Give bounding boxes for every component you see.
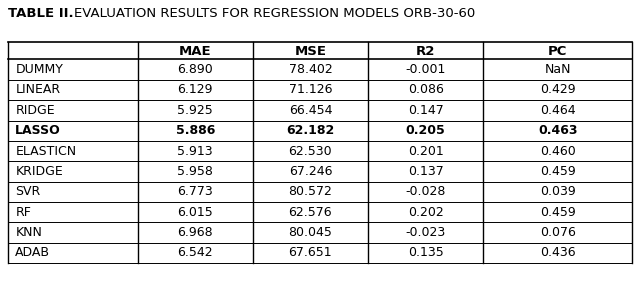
Text: 6.773: 6.773 (177, 185, 213, 198)
Text: 6.542: 6.542 (177, 247, 213, 259)
Text: 0.137: 0.137 (408, 165, 444, 178)
Text: 5.913: 5.913 (177, 145, 213, 158)
Text: MAE: MAE (179, 45, 211, 58)
Text: ELASTICN: ELASTICN (15, 145, 77, 158)
Text: 78.402: 78.402 (289, 63, 332, 76)
Text: 0.464: 0.464 (540, 104, 575, 117)
Text: 80.045: 80.045 (289, 226, 332, 239)
Text: -0.023: -0.023 (406, 226, 445, 239)
Text: KRIDGE: KRIDGE (15, 165, 63, 178)
Text: KNN: KNN (15, 226, 42, 239)
Text: -0.028: -0.028 (405, 185, 446, 198)
Text: 0.460: 0.460 (540, 145, 575, 158)
Text: 6.129: 6.129 (177, 84, 213, 96)
Text: ADAB: ADAB (15, 247, 51, 259)
Text: LASSO: LASSO (15, 124, 61, 137)
Text: RIDGE: RIDGE (15, 104, 55, 117)
Text: DUMMY: DUMMY (15, 63, 63, 76)
Text: 5.958: 5.958 (177, 165, 213, 178)
Text: 0.039: 0.039 (540, 185, 575, 198)
Text: 0.201: 0.201 (408, 145, 444, 158)
Text: 0.463: 0.463 (538, 124, 577, 137)
Text: 62.182: 62.182 (286, 124, 335, 137)
Text: TABLE II.: TABLE II. (8, 7, 74, 20)
Text: 0.459: 0.459 (540, 165, 575, 178)
Text: 0.147: 0.147 (408, 104, 444, 117)
Text: 0.205: 0.205 (406, 124, 445, 137)
Text: EVALUATION RESULTS FOR REGRESSION MODELS ORB-30-60: EVALUATION RESULTS FOR REGRESSION MODELS… (74, 7, 475, 20)
Text: R2: R2 (416, 45, 435, 58)
Text: 67.651: 67.651 (289, 247, 332, 259)
Text: RF: RF (15, 206, 31, 219)
Text: 0.459: 0.459 (540, 206, 575, 219)
Text: 71.126: 71.126 (289, 84, 332, 96)
Text: 0.076: 0.076 (540, 226, 576, 239)
Text: 67.246: 67.246 (289, 165, 332, 178)
Text: 6.968: 6.968 (177, 226, 213, 239)
Text: 6.890: 6.890 (177, 63, 213, 76)
Text: NaN: NaN (545, 63, 571, 76)
Text: 6.015: 6.015 (177, 206, 213, 219)
Text: 62.576: 62.576 (289, 206, 332, 219)
Text: LINEAR: LINEAR (15, 84, 61, 96)
Text: -0.001: -0.001 (405, 63, 446, 76)
Text: 0.429: 0.429 (540, 84, 575, 96)
Text: 5.886: 5.886 (175, 124, 215, 137)
Text: 0.135: 0.135 (408, 247, 444, 259)
Text: 66.454: 66.454 (289, 104, 332, 117)
Text: 80.572: 80.572 (289, 185, 332, 198)
Text: MSE: MSE (294, 45, 326, 58)
Text: 5.925: 5.925 (177, 104, 213, 117)
Text: PC: PC (548, 45, 568, 58)
Text: 0.086: 0.086 (408, 84, 444, 96)
Text: 62.530: 62.530 (289, 145, 332, 158)
Text: SVR: SVR (15, 185, 40, 198)
Text: 0.436: 0.436 (540, 247, 575, 259)
Text: 0.202: 0.202 (408, 206, 444, 219)
